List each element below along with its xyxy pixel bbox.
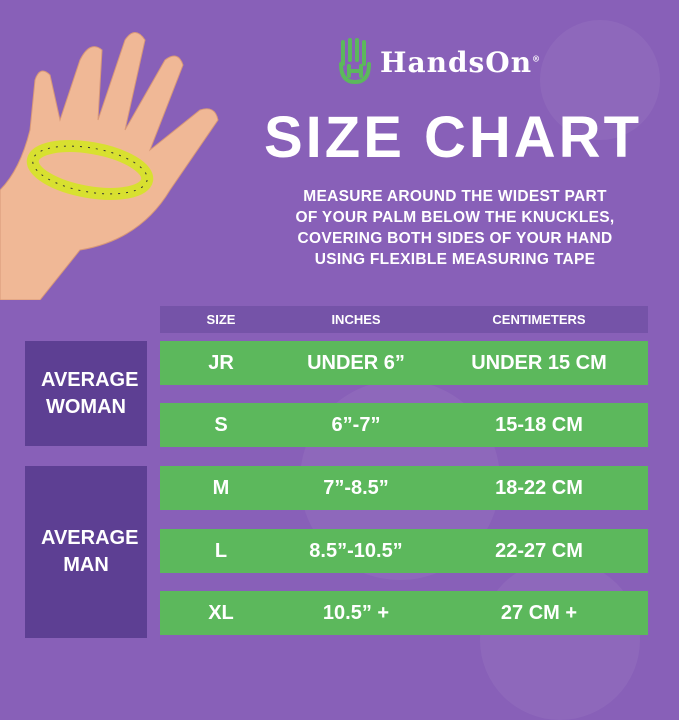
size-cell: XL <box>208 601 234 624</box>
cm-cell: 27 CM + <box>500 601 578 624</box>
hand-with-measuring-tape-image <box>0 32 219 300</box>
group-average-man: AVERAGE MAN <box>25 466 147 638</box>
cm-cell: 22-27 CM <box>495 539 583 562</box>
instruction-line: USING FLEXIBLE MEASURING TAPE <box>314 251 596 268</box>
hand-logo-icon <box>339 38 371 85</box>
instruction-line: OF YOUR PALM BELOW THE KNUCKLES, <box>295 209 615 226</box>
bg-bubble <box>540 20 660 140</box>
header-centimeters: CENTIMETERS <box>492 312 586 327</box>
header-inches: INCHES <box>331 312 381 327</box>
header-size: SIZE <box>206 312 236 327</box>
size-cell: S <box>214 413 228 436</box>
brand-name: HandsOn <box>380 45 533 79</box>
page-title: SIZE CHART <box>264 105 642 170</box>
cm-cell: 18-22 CM <box>495 476 583 499</box>
size-cell: JR <box>208 351 234 374</box>
instruction-line: COVERING BOTH SIDES OF YOUR HAND <box>297 230 613 247</box>
table-row: L 8.5”-10.5” 22-27 CM <box>160 529 648 573</box>
registered-mark: ® <box>532 53 542 64</box>
table-header: SIZE INCHES CENTIMETERS <box>160 306 648 333</box>
group-average-woman: AVERAGE WOMAN <box>25 341 147 446</box>
inches-cell: UNDER 6” <box>307 351 405 374</box>
cm-cell: UNDER 15 CM <box>471 351 607 374</box>
table-row: M 7”-8.5” 18-22 CM <box>160 466 648 510</box>
instruction-line: MEASURE AROUND THE WIDEST PART <box>303 188 607 205</box>
cm-cell: 15-18 CM <box>495 413 583 436</box>
inches-cell: 8.5”-10.5” <box>309 539 403 562</box>
size-cell: M <box>212 476 230 499</box>
group-label: AVERAGE MAN <box>41 527 139 576</box>
instructions: MEASURE AROUND THE WIDEST PART OF YOUR P… <box>250 186 660 270</box>
inches-cell: 10.5” + <box>322 601 390 624</box>
brand-logo: HandsOn® <box>338 38 541 86</box>
table-row: JR UNDER 6” UNDER 15 CM <box>160 341 648 385</box>
table-row: S 6”-7” 15-18 CM <box>160 403 648 447</box>
group-label: AVERAGE WOMAN <box>41 368 139 418</box>
inches-cell: 7”-8.5” <box>323 476 389 499</box>
size-cell: L <box>214 539 228 562</box>
table-row: XL 10.5” + 27 CM + <box>160 591 648 635</box>
inches-cell: 6”-7” <box>331 413 381 436</box>
bg-bubble <box>480 560 640 720</box>
